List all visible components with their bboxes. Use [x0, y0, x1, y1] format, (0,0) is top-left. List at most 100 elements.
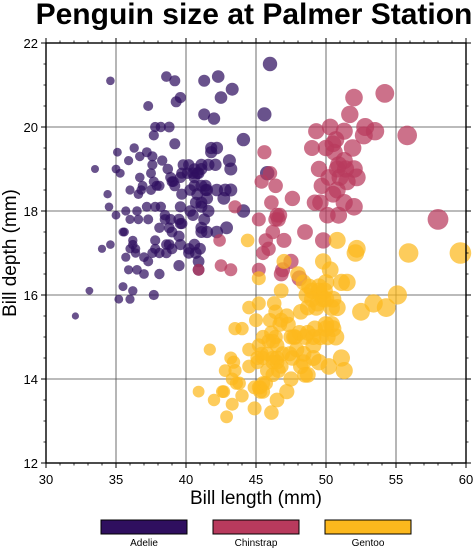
legend-swatch [100, 519, 188, 535]
data-point [257, 145, 272, 160]
data-point [71, 312, 79, 320]
data-point [217, 385, 231, 398]
data-point [317, 274, 335, 291]
data-point [427, 209, 449, 230]
data-point [213, 234, 226, 247]
data-point [273, 359, 289, 374]
data-point [198, 74, 211, 87]
y-tick-label: 12 [24, 456, 38, 471]
data-point [174, 201, 186, 213]
data-point [224, 183, 238, 197]
data-point [200, 192, 214, 205]
data-point [251, 271, 266, 286]
data-point [130, 244, 141, 254]
data-point [397, 125, 418, 146]
data-point [157, 155, 168, 166]
data-point [224, 263, 238, 277]
data-point [154, 180, 165, 191]
data-point [132, 206, 142, 216]
x-axis-label: Bill length (mm) [190, 488, 322, 509]
data-point [194, 242, 206, 255]
data-point [228, 200, 242, 214]
data-point [321, 118, 339, 136]
data-point [187, 209, 199, 221]
legend-swatch [324, 519, 412, 535]
data-point [139, 269, 149, 279]
data-point [312, 194, 329, 211]
data-point [211, 70, 225, 83]
axis-ticks: 30 35 40 45 50 55 60 12 14 16 18 20 22 [24, 36, 474, 487]
series-adelie [71, 56, 278, 320]
y-tick-label: 22 [24, 36, 38, 51]
data-point [207, 393, 221, 407]
data-point [269, 392, 285, 408]
data-point [155, 121, 166, 133]
data-point [192, 263, 205, 276]
data-point [375, 84, 395, 103]
data-point [143, 101, 154, 111]
data-point [236, 132, 251, 147]
data-point [129, 143, 139, 153]
x-tick-label: 60 [459, 472, 473, 487]
data-point [261, 334, 276, 349]
data-point [220, 221, 234, 235]
data-point [163, 121, 175, 133]
data-point [169, 75, 181, 87]
data-point [192, 385, 205, 398]
data-point [308, 123, 325, 140]
data-point [124, 265, 134, 275]
data-point [276, 232, 292, 248]
data-point [273, 283, 289, 299]
data-point [85, 286, 94, 295]
data-point [207, 112, 221, 125]
data-point [315, 232, 332, 249]
data-point [147, 159, 158, 170]
y-tick-label: 18 [24, 204, 38, 219]
data-point [141, 201, 152, 212]
legend-item-chinstrap: Chinstrap [212, 519, 300, 548]
data-point [148, 130, 159, 141]
x-tick-label: 40 [179, 472, 193, 487]
data-point [262, 56, 278, 72]
grid-lines [46, 43, 466, 463]
chart-title: Penguin size at Palmer Station [36, 0, 473, 31]
data-point [283, 371, 299, 387]
data-point [304, 140, 320, 156]
x-tick-label: 30 [39, 472, 53, 487]
data-point [128, 235, 138, 246]
data-point [154, 222, 165, 233]
x-tick-label: 55 [389, 472, 403, 487]
data-point [106, 76, 115, 86]
data-point [119, 227, 129, 237]
data-point [91, 165, 99, 173]
data-point [225, 82, 239, 96]
data-point [272, 207, 288, 223]
series-chinstrap [192, 84, 449, 287]
data-point [347, 239, 366, 258]
data-points [71, 56, 472, 424]
data-point [203, 343, 216, 356]
data-point [115, 168, 125, 178]
data-point [169, 180, 181, 192]
data-point [249, 313, 263, 328]
data-point [200, 183, 214, 197]
y-tick-label: 16 [24, 288, 38, 303]
data-point [299, 366, 316, 383]
data-point [335, 362, 353, 380]
data-point [257, 107, 272, 122]
data-point [276, 253, 292, 269]
data-point [338, 273, 356, 292]
legend-item-gentoo: Gentoo [324, 519, 412, 548]
data-point [280, 316, 296, 332]
legend-swatch [212, 519, 300, 535]
data-point [174, 92, 186, 104]
data-point [376, 298, 396, 317]
data-point [133, 214, 144, 225]
data-point [214, 259, 228, 272]
data-point [125, 214, 135, 224]
data-point [398, 243, 419, 263]
data-point [262, 166, 278, 181]
data-point [154, 268, 165, 280]
legend: Adelie Chinstrap Gentoo [100, 519, 412, 548]
